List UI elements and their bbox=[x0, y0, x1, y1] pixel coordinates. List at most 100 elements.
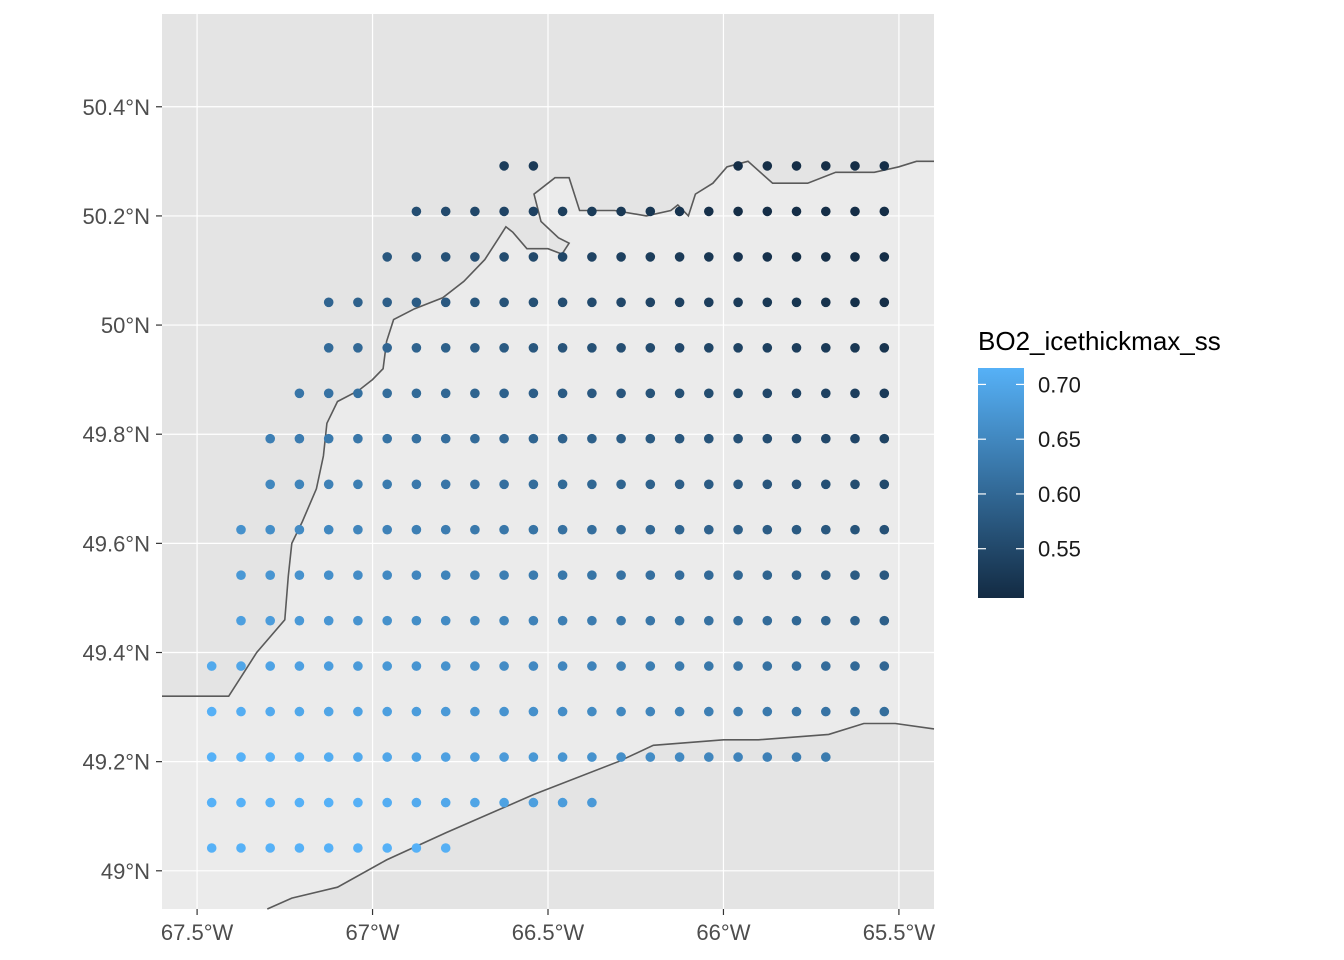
data-point bbox=[850, 661, 860, 671]
data-point bbox=[704, 206, 714, 217]
data-point bbox=[587, 706, 597, 717]
data-point bbox=[265, 524, 276, 535]
data-point bbox=[440, 661, 451, 671]
data-point bbox=[645, 570, 656, 580]
data-point bbox=[411, 388, 422, 399]
data-point bbox=[791, 706, 802, 717]
data-point bbox=[440, 343, 451, 353]
data-point bbox=[382, 479, 393, 490]
data-point bbox=[645, 252, 656, 262]
data-point bbox=[762, 433, 773, 444]
data-point bbox=[470, 206, 480, 217]
data-point bbox=[206, 843, 217, 853]
data-point bbox=[850, 343, 860, 353]
data-point bbox=[353, 661, 363, 671]
data-point bbox=[704, 524, 714, 535]
data-point bbox=[557, 252, 568, 262]
data-point bbox=[704, 297, 714, 308]
data-point bbox=[499, 524, 509, 535]
data-point bbox=[762, 343, 773, 353]
data-point bbox=[294, 661, 305, 671]
north-shore-coastline bbox=[162, 160, 934, 697]
data-point bbox=[440, 479, 451, 490]
data-point bbox=[616, 297, 626, 308]
data-point bbox=[236, 524, 246, 535]
data-points bbox=[206, 161, 890, 853]
data-point bbox=[440, 252, 451, 262]
data-point bbox=[265, 797, 276, 808]
data-point bbox=[557, 297, 568, 308]
data-point bbox=[557, 752, 568, 762]
x-tick-label: 67.5°W bbox=[161, 920, 234, 945]
data-point bbox=[382, 433, 393, 444]
data-point bbox=[411, 433, 422, 444]
data-point bbox=[879, 570, 890, 580]
data-point bbox=[791, 433, 802, 444]
data-point bbox=[645, 433, 656, 444]
data-point bbox=[879, 388, 890, 399]
data-point bbox=[587, 570, 597, 580]
data-point bbox=[470, 252, 480, 262]
data-point bbox=[470, 661, 480, 671]
data-point bbox=[733, 433, 743, 444]
data-point bbox=[762, 297, 773, 308]
data-point bbox=[674, 661, 685, 671]
data-point bbox=[821, 343, 831, 353]
data-point bbox=[704, 252, 714, 262]
data-point bbox=[616, 752, 626, 762]
data-point bbox=[470, 433, 480, 444]
data-point bbox=[206, 752, 217, 762]
data-point bbox=[821, 252, 831, 262]
data-point bbox=[499, 706, 509, 717]
data-point bbox=[440, 797, 451, 808]
data-point bbox=[645, 752, 656, 762]
data-point bbox=[294, 706, 305, 717]
legend-label: 0.65 bbox=[1038, 427, 1081, 452]
data-point bbox=[850, 161, 860, 171]
data-point bbox=[587, 433, 597, 444]
data-point bbox=[528, 706, 539, 717]
data-point bbox=[382, 388, 393, 399]
data-point bbox=[382, 706, 393, 717]
data-point bbox=[353, 479, 363, 490]
data-point bbox=[528, 570, 539, 580]
data-point bbox=[733, 661, 743, 671]
legend-ticks: 0.70 0.65 0.60 0.55 bbox=[978, 372, 1081, 562]
data-point bbox=[645, 479, 656, 490]
y-tick-label: 49.8°N bbox=[82, 422, 150, 447]
data-point bbox=[528, 297, 539, 308]
data-point bbox=[294, 615, 305, 626]
x-tick-label: 66.5°W bbox=[512, 920, 585, 945]
x-tick-label: 66°W bbox=[696, 920, 750, 945]
data-point bbox=[762, 161, 773, 171]
data-point bbox=[674, 752, 685, 762]
data-point bbox=[821, 752, 831, 762]
data-point bbox=[499, 252, 509, 262]
data-point bbox=[323, 388, 334, 399]
data-point bbox=[762, 706, 773, 717]
data-point bbox=[587, 752, 597, 762]
data-point bbox=[762, 206, 773, 217]
data-point bbox=[674, 206, 685, 217]
data-point bbox=[440, 843, 451, 853]
data-point bbox=[440, 570, 451, 580]
data-point bbox=[879, 479, 890, 490]
data-point bbox=[382, 615, 393, 626]
data-point bbox=[733, 343, 743, 353]
data-point bbox=[499, 297, 509, 308]
data-point bbox=[323, 706, 334, 717]
data-point bbox=[265, 706, 276, 717]
data-point bbox=[733, 706, 743, 717]
data-point bbox=[470, 297, 480, 308]
data-point bbox=[411, 524, 422, 535]
data-point bbox=[674, 479, 685, 490]
data-point bbox=[265, 433, 276, 444]
data-point bbox=[323, 479, 334, 490]
data-point bbox=[791, 252, 802, 262]
data-point bbox=[850, 206, 860, 217]
data-point bbox=[353, 752, 363, 762]
data-point bbox=[323, 297, 334, 308]
data-point bbox=[821, 433, 831, 444]
data-point bbox=[499, 433, 509, 444]
data-point bbox=[440, 433, 451, 444]
